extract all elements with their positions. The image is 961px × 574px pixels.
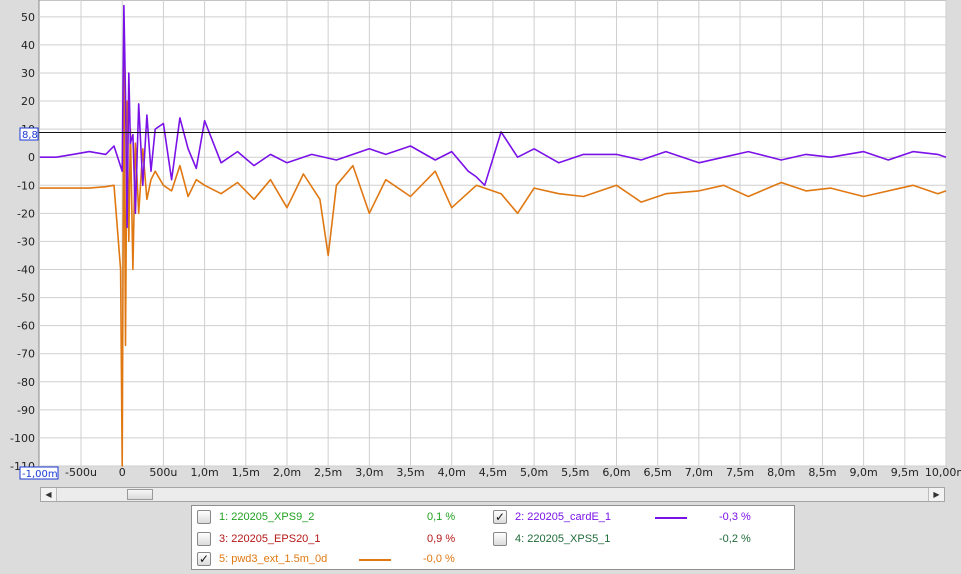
- scroll-thumb[interactable]: [127, 489, 153, 500]
- x-tick-label: 1,5m: [232, 466, 260, 479]
- x-tick-label: -500u: [65, 466, 97, 479]
- x-tick-label: 4,0m: [438, 466, 466, 479]
- x-tick-label: 6,5m: [644, 466, 672, 479]
- x-tick-label: 500u: [149, 466, 177, 479]
- x-tick-label: 7,0m: [685, 466, 713, 479]
- x-tick-label: 0: [119, 466, 126, 479]
- legend-item-percent: -0,2 %: [719, 533, 751, 545]
- checkbox-icon[interactable]: [493, 532, 507, 546]
- x-tick-label: 7,5m: [726, 466, 754, 479]
- legend-item-label: 5: pwd3_ext_1.5m_0d: [219, 553, 328, 565]
- x-start-readout-box: [19, 466, 59, 480]
- x-axis-labels: -500u 0 500u 1,0m 1,5m 2,0m 2,5m 3,0m 3,5m 4,0m 4,…: [65, 466, 961, 479]
- y-axis-labels: 50403020100-10-20-30-40-50-60-70-80-90-1…: [10, 11, 35, 473]
- x-tick-label: 2,5m: [314, 466, 342, 479]
- y-tick-label: 20: [21, 95, 35, 108]
- y-tick-label: 30: [21, 67, 35, 80]
- y-tick-label: -30: [17, 235, 35, 248]
- y-tick-label: -20: [17, 207, 35, 220]
- checkbox-icon[interactable]: [197, 510, 211, 524]
- x-tick-label: 3,5m: [396, 466, 424, 479]
- y-tick-label: -90: [17, 404, 35, 417]
- y-tick-label: -80: [17, 376, 35, 389]
- x-start-readout: -1,00m: [22, 469, 58, 480]
- x-tick-label: 5,0m: [520, 466, 548, 479]
- x-tick-label: 6,0m: [602, 466, 630, 479]
- legend-item-4[interactable]: 4: 220205_XPS5_1 -0,2 %: [493, 530, 793, 548]
- x-tick-label: 10,00m: [925, 466, 961, 479]
- legend-item-1[interactable]: 1: 220205_XPS9_2 0,1 %: [197, 508, 457, 526]
- series-line-220205_cardE_1: [39, 4, 947, 229]
- impulse-response-chart[interactable]: 50403020100-10-20-30-40-50-60-70-80-90-1…: [0, 0, 961, 486]
- x-tick-label: 4,5m: [479, 466, 507, 479]
- checkbox-icon[interactable]: ✓: [197, 552, 211, 566]
- legend-item-percent: -0,3 %: [719, 511, 751, 523]
- y-tick-label: -50: [17, 292, 35, 305]
- legend-item-percent: -0,0 %: [423, 553, 455, 565]
- y-tick-label: -10: [17, 179, 35, 192]
- checkbox-icon[interactable]: [197, 532, 211, 546]
- x-tick-label: 1,0m: [190, 466, 218, 479]
- legend-item-label: 3: 220205_EPS20_1: [219, 533, 321, 545]
- x-tick-label: 9,5m: [891, 466, 919, 479]
- scroll-left-icon[interactable]: ◀: [41, 488, 57, 501]
- y-tick-label: 40: [21, 39, 35, 52]
- scroll-right-icon[interactable]: ▶: [928, 488, 944, 501]
- y-tick-label: 50: [21, 11, 35, 24]
- legend-item-percent: 0,1 %: [427, 511, 456, 523]
- y-tick-label: -40: [17, 263, 35, 276]
- y-tick-label: -70: [17, 348, 35, 361]
- x-tick-label: 5,5m: [561, 466, 589, 479]
- cursor-readout-box: [19, 127, 39, 141]
- legend-item-label: 4: 220205_XPS5_1: [515, 533, 611, 545]
- cursor-readout: 8,8: [22, 130, 38, 141]
- series-line-pwd3_ext_1.5m_0d: [39, 58, 947, 467]
- y-tick-label: -100: [10, 432, 35, 445]
- horizontal-scrollbar[interactable]: ◀ ▶: [40, 487, 945, 502]
- y-tick-label: 0: [28, 151, 35, 164]
- legend-item-label: 1: 220205_XPS9_2: [219, 511, 315, 523]
- legend-panel: 1: 220205_XPS9_2 0,1 % ✓ 2: 220205_cardE…: [191, 505, 795, 570]
- checkbox-icon[interactable]: ✓: [493, 510, 507, 524]
- series-group: [39, 4, 947, 467]
- y-tick-label: -60: [17, 320, 35, 333]
- legend-item-label: 2: 220205_cardE_1: [515, 511, 612, 523]
- x-tick-label: 8,0m: [767, 466, 795, 479]
- x-tick-label: 8,5m: [808, 466, 836, 479]
- legend-item-percent: 0,9 %: [427, 533, 456, 545]
- legend-item-2[interactable]: ✓ 2: 220205_cardE_1 -0,3 %: [493, 508, 793, 526]
- x-tick-label: 3,0m: [355, 466, 383, 479]
- legend-line-swatch: [359, 559, 391, 561]
- legend-line-swatch: [655, 517, 687, 519]
- x-tick-label: 2,0m: [273, 466, 301, 479]
- legend-item-3[interactable]: 3: 220205_EPS20_1 0,9 %: [197, 530, 457, 548]
- x-tick-label: 9,0m: [850, 466, 878, 479]
- legend-item-5[interactable]: ✓ 5: pwd3_ext_1.5m_0d -0,0 %: [197, 550, 457, 568]
